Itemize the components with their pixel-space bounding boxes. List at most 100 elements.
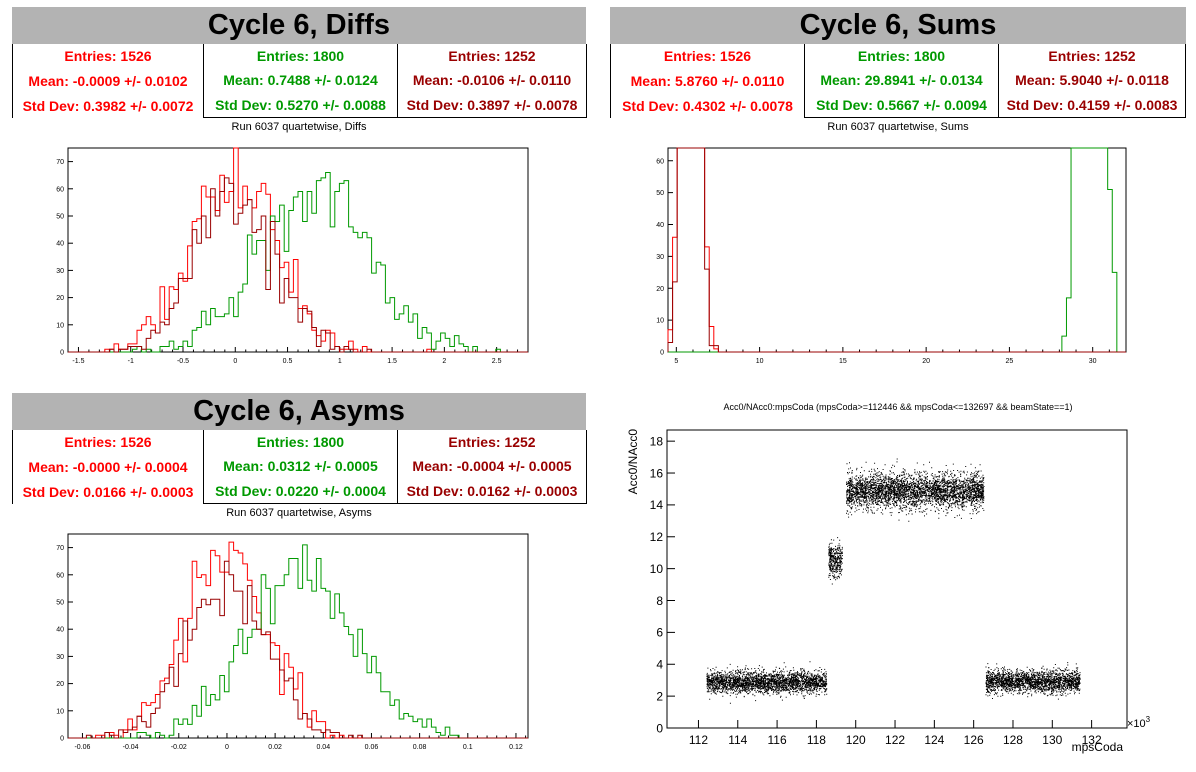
y-tick-label: 60 bbox=[56, 572, 64, 579]
stat-std: Std Dev: 0.0162 +/- 0.0003 bbox=[406, 482, 578, 499]
x-tick-label: 118 bbox=[807, 733, 826, 747]
stat-std: Std Dev: 0.5270 +/- 0.0088 bbox=[215, 96, 386, 113]
diffs-stat-dark: Entries: 1252 Mean: -0.0106 +/- 0.0110 S… bbox=[397, 44, 587, 118]
x-tick-label: 5 bbox=[674, 358, 678, 365]
x-tick-label: 0.5 bbox=[283, 358, 293, 365]
y-tick-label: 4 bbox=[656, 658, 663, 672]
y-tick-label: 10 bbox=[650, 562, 664, 576]
stat-std: Std Dev: 0.3982 +/- 0.0072 bbox=[22, 97, 194, 114]
x-axis-title-group: mpsCoda ×103 bbox=[1072, 715, 1151, 754]
y-tick-label: 50 bbox=[656, 190, 664, 197]
x-tick-label: 0.02 bbox=[268, 744, 282, 751]
stat-mean: Mean: -0.0004 +/- 0.0005 bbox=[412, 458, 572, 475]
x-tick-label: 0 bbox=[233, 358, 237, 365]
stat-entries: Entries: 1252 bbox=[448, 48, 536, 65]
y-tick-label: 20 bbox=[56, 295, 64, 302]
y-tick-label: 30 bbox=[56, 654, 64, 661]
y-tick-label: 10 bbox=[656, 318, 664, 325]
stat-mean: Mean: 0.7488 +/- 0.0124 bbox=[223, 72, 378, 89]
stat-mean: Mean: 5.8760 +/- 0.0110 bbox=[630, 72, 785, 89]
sums-stat-green: Entries: 1800 Mean: 29.8941 +/- 0.0134 S… bbox=[804, 44, 999, 118]
stat-mean: Mean: 5.9040 +/- 0.0118 bbox=[1015, 72, 1169, 89]
diffs-subtitle: Run 6037 quartetwise, Diffs bbox=[231, 121, 367, 133]
x-tick-label: 124 bbox=[924, 733, 944, 747]
y-tick-label: 0 bbox=[60, 736, 64, 743]
x-tick-label: 10 bbox=[756, 358, 764, 365]
y-tick-label: 2 bbox=[656, 689, 663, 703]
asyms-histogram: -0.06 -0.04 -0.02 0 0.02 0.04 0.06 0.08 0.1 0.12 0… bbox=[56, 533, 529, 751]
plot-frame bbox=[67, 533, 529, 739]
x-tick-label: -1 bbox=[128, 358, 134, 365]
x-tick-label: 0.06 bbox=[365, 744, 379, 751]
stat-mean: Mean: -0.0000 +/- 0.0004 bbox=[28, 458, 188, 475]
y-tick-label: 12 bbox=[650, 530, 664, 544]
x-tick-label: 120 bbox=[846, 733, 866, 747]
y-tick-label: 70 bbox=[56, 159, 64, 166]
sums-histogram: 5 10 15 20 25 30 0 10 20 30 40 50 60 bbox=[656, 147, 1127, 365]
x-tick-label: 0.08 bbox=[413, 744, 427, 751]
scatter-plot: mpsCoda ×103 Acc0/NAcc0 112 114 116 118 120 1… bbox=[626, 429, 1151, 754]
x-tick-label: 1.5 bbox=[387, 358, 397, 365]
plot-frame bbox=[666, 429, 1128, 729]
y-axis-title: Acc0/NAcc0 bbox=[626, 429, 640, 495]
stat-entries: Entries: 1526 bbox=[64, 434, 152, 451]
stat-entries: Entries: 1800 bbox=[256, 48, 345, 65]
asyms-stat-dark: Entries: 1252 Mean: -0.0004 +/- 0.0005 S… bbox=[397, 430, 587, 504]
x-tick-label: 1 bbox=[338, 358, 342, 365]
x-tick-label: 0.1 bbox=[463, 744, 473, 751]
y-tick-label: 8 bbox=[656, 594, 663, 608]
x-tick-label: 112 bbox=[689, 733, 708, 747]
x-tick-label: 0 bbox=[225, 744, 229, 751]
x-tick-label: 2.5 bbox=[492, 358, 502, 365]
stat-std: Std Dev: 0.5667 +/- 0.0094 bbox=[816, 96, 987, 113]
stat-entries: Entries: 1800 bbox=[857, 48, 946, 65]
stat-std: Std Dev: 0.0220 +/- 0.0004 bbox=[215, 482, 386, 499]
y-tick-label: 70 bbox=[56, 545, 64, 552]
y-tick-label: 30 bbox=[656, 254, 664, 261]
y-tick-label: 40 bbox=[56, 627, 64, 634]
sums-title: Cycle 6, Sums bbox=[610, 7, 1186, 44]
y-tick-label: 14 bbox=[650, 498, 664, 512]
stat-entries: Entries: 1252 bbox=[1048, 48, 1136, 65]
x-tick-label: -1.5 bbox=[72, 358, 84, 365]
diffs-stats-box: Entries: 1526 Mean: -0.0009 +/- 0.0102 S… bbox=[12, 44, 587, 118]
sums-stats-box: Entries: 1526 Mean: 5.8760 +/- 0.0110 St… bbox=[610, 44, 1186, 118]
x-axis-title: mpsCoda bbox=[1072, 740, 1124, 754]
diffs-title: Cycle 6, Diffs bbox=[12, 7, 586, 44]
x-tick-label: 0.04 bbox=[316, 744, 330, 751]
y-tick-label: 50 bbox=[56, 214, 64, 221]
diffs-histogram: -1.5 -1 -0.5 0 0.5 1 1.5 2 2.5 0 10 20 30 40 50 60 70 bbox=[56, 147, 529, 365]
y-tick-label: 20 bbox=[56, 681, 64, 688]
y-tick-label: 60 bbox=[56, 186, 64, 193]
asyms-stat-green: Entries: 1800 Mean: 0.0312 +/- 0.0005 St… bbox=[203, 430, 398, 504]
x-tick-label: 126 bbox=[964, 733, 984, 747]
histogram-series-line bbox=[68, 560, 528, 739]
histogram-series-line bbox=[667, 147, 1126, 353]
y-tick-label: 40 bbox=[56, 241, 64, 248]
sums-stat-red: Entries: 1526 Mean: 5.8760 +/- 0.0110 St… bbox=[610, 44, 805, 118]
histogram-series-line bbox=[667, 147, 1126, 353]
diffs-stat-red: Entries: 1526 Mean: -0.0009 +/- 0.0102 S… bbox=[12, 44, 204, 118]
stat-entries: Entries: 1800 bbox=[256, 434, 345, 451]
asyms-subtitle: Run 6037 quartetwise, Asyms bbox=[226, 507, 372, 519]
y-tick-label: 18 bbox=[650, 434, 664, 448]
x-multiplier-base: ×10 bbox=[1127, 718, 1146, 730]
x-tick-label: 130 bbox=[1042, 733, 1062, 747]
stat-mean: Mean: -0.0106 +/- 0.0110 bbox=[412, 72, 572, 89]
stat-mean: Mean: 0.0312 +/- 0.0005 bbox=[223, 458, 378, 475]
plot-frame bbox=[667, 147, 1127, 353]
x-tick-label: -0.02 bbox=[171, 744, 187, 751]
y-tick-label: 16 bbox=[650, 466, 664, 480]
stat-mean: Mean: 29.8941 +/- 0.0134 bbox=[820, 72, 983, 89]
y-tick-label: 50 bbox=[56, 600, 64, 607]
stat-std: Std Dev: 0.3897 +/- 0.0078 bbox=[406, 96, 578, 113]
x-tick-label: -0.06 bbox=[74, 744, 90, 751]
y-tick-label: 10 bbox=[56, 322, 64, 329]
x-tick-label: 132 bbox=[1082, 733, 1102, 747]
x-tick-label: 114 bbox=[728, 733, 747, 747]
x-tick-label: 30 bbox=[1089, 358, 1097, 365]
diffs-stat-green: Entries: 1800 Mean: 0.7488 +/- 0.0124 St… bbox=[203, 44, 398, 118]
histogram-series-line bbox=[68, 177, 528, 353]
y-tick-label: 10 bbox=[56, 708, 64, 715]
asyms-stat-red: Entries: 1526 Mean: -0.0000 +/- 0.0004 S… bbox=[12, 430, 204, 504]
